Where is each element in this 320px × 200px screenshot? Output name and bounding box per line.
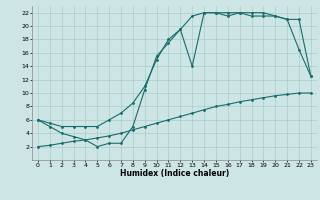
X-axis label: Humidex (Indice chaleur): Humidex (Indice chaleur) — [120, 169, 229, 178]
